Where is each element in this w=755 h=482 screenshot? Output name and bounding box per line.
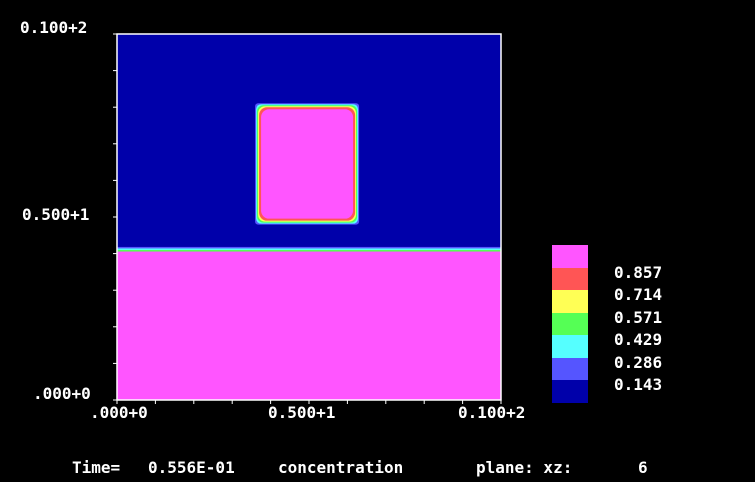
layer-transition-band [117,248,501,251]
legend-level-label: 0.714 [614,285,663,304]
x-tick-label-mid: 0.500+1 [268,403,336,422]
y-tick-label-mid: 0.500+1 [22,205,90,224]
footer-time-label: Time= [72,458,121,477]
y-tick-label-bottom: .000+0 [33,384,91,403]
legend-swatch [552,335,588,358]
legend-swatch [552,245,588,268]
footer-quantity: concentration [278,458,404,477]
x-tick-label-left: .000+0 [90,403,148,422]
legend-level-label: 0.571 [614,307,663,327]
legend-swatch [552,380,588,403]
legend-level-label: 0.143 [614,375,663,394]
footer-plane-index: 6 [638,458,648,477]
region-inclusion [261,109,354,219]
legend-level-label: 0.857 [614,262,663,282]
legend-level-label: 0.286 [614,352,663,372]
legend-swatch [552,357,588,381]
region-lower-layer [117,249,501,400]
layer-transition-band [117,246,501,249]
x-tick-label-right: 0.100+2 [458,403,526,422]
legend-swatch [552,290,588,313]
legend-level-label: 0.429 [614,330,663,349]
y-tick-label-top: 0.100+2 [20,18,88,37]
legend-swatch [552,267,588,291]
footer-time-value: 0.556E-01 [148,458,235,477]
footer-plane-label: plane: xz: [476,458,573,477]
legend-swatch [552,312,588,336]
layer-transition-band [117,249,501,252]
